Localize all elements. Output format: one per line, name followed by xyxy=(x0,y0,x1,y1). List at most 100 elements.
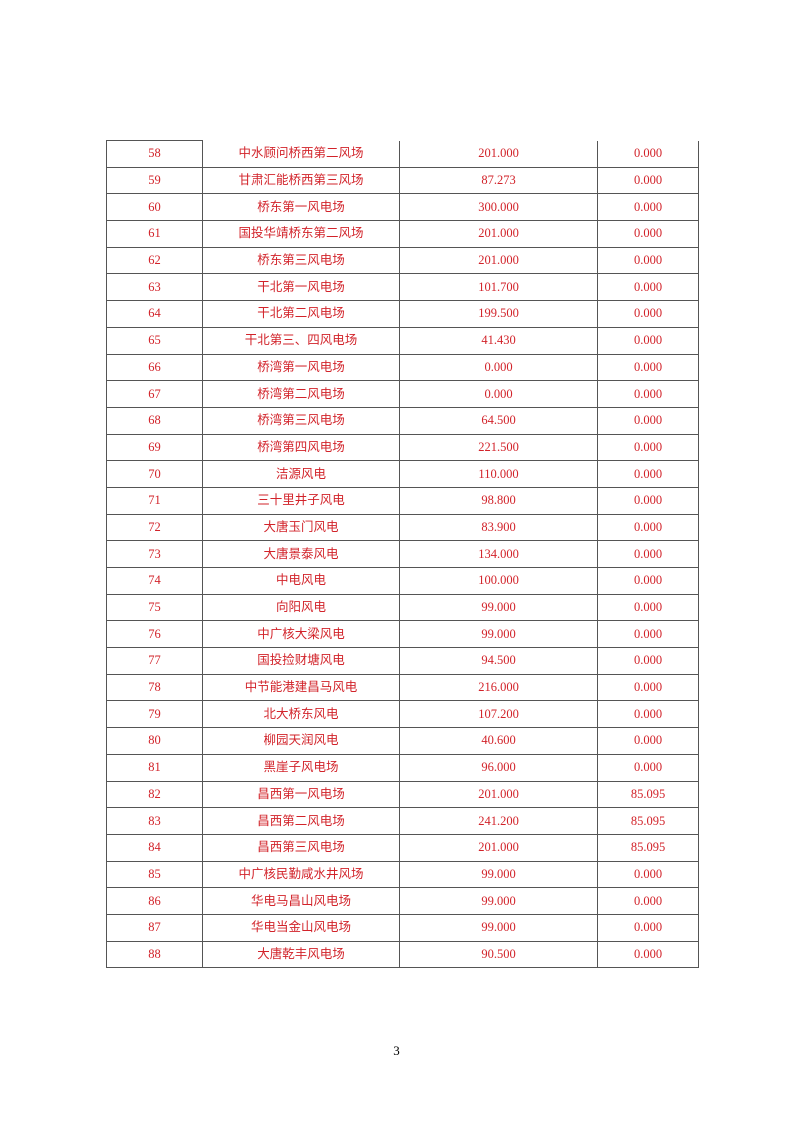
row-index: 87 xyxy=(106,913,203,942)
value-2: 0.000 xyxy=(597,567,699,595)
row-index: 86 xyxy=(106,887,203,915)
value-1: 83.900 xyxy=(399,513,598,542)
wind-farm-name: 大唐景泰风电 xyxy=(202,540,400,568)
row-index: 69 xyxy=(106,433,203,462)
table-row: 68 桥湾第三风电场 64.500 0.000 xyxy=(106,406,699,435)
row-index: 74 xyxy=(106,567,203,595)
row-index: 58 xyxy=(106,140,203,168)
table-row: 66 桥湾第一风电场 0.000 0.000 xyxy=(106,353,699,382)
wind-farm-name: 桥湾第二风电场 xyxy=(202,380,400,408)
row-index: 60 xyxy=(106,193,203,222)
table-row: 80 柳园天润风电 40.600 0.000 xyxy=(106,727,699,755)
row-index: 73 xyxy=(106,540,203,568)
table-row: 82 昌西第一风电场 201.000 85.095 xyxy=(106,780,699,809)
value-2: 0.000 xyxy=(597,406,699,435)
table-row: 72 大唐玉门风电 83.900 0.000 xyxy=(106,513,699,542)
wind-farm-name: 中节能港建昌马风电 xyxy=(202,673,400,702)
wind-farm-name: 昌西第三风电场 xyxy=(202,833,400,862)
value-2: 85.095 xyxy=(597,780,699,809)
wind-farm-name: 大唐乾丰风电场 xyxy=(202,940,400,969)
value-2: 0.000 xyxy=(597,753,699,782)
table-row: 60 桥东第一风电场 300.000 0.000 xyxy=(106,193,699,222)
value-1: 241.200 xyxy=(399,807,598,835)
value-1: 0.000 xyxy=(399,353,598,382)
row-index: 83 xyxy=(106,807,203,835)
table-row: 75 向阳风电 99.000 0.000 xyxy=(106,593,699,622)
row-index: 75 xyxy=(106,593,203,622)
wind-farm-name: 向阳风电 xyxy=(202,593,400,622)
row-index: 85 xyxy=(106,860,203,889)
row-index: 78 xyxy=(106,673,203,702)
value-2: 0.000 xyxy=(597,353,699,382)
wind-farm-name: 中电风电 xyxy=(202,567,400,595)
value-1: 201.000 xyxy=(399,140,598,168)
value-2: 0.000 xyxy=(597,193,699,222)
table-row: 69 桥湾第四风电场 221.500 0.000 xyxy=(106,433,699,462)
value-2: 0.000 xyxy=(597,246,699,275)
table-row: 71 三十里井子风电 98.800 0.000 xyxy=(106,486,699,515)
value-2: 0.000 xyxy=(597,140,699,168)
value-1: 300.000 xyxy=(399,193,598,222)
wind-farm-name: 北大桥东风电 xyxy=(202,700,400,729)
row-index: 67 xyxy=(106,380,203,408)
row-index: 59 xyxy=(106,166,203,195)
row-index: 62 xyxy=(106,246,203,275)
value-1: 101.700 xyxy=(399,273,598,302)
value-2: 0.000 xyxy=(597,887,699,915)
value-2: 0.000 xyxy=(597,540,699,568)
value-1: 0.000 xyxy=(399,380,598,408)
wind-farm-name: 桥湾第四风电场 xyxy=(202,433,400,462)
value-2: 0.000 xyxy=(597,620,699,649)
wind-farm-name: 桥东第三风电场 xyxy=(202,246,400,275)
value-2: 0.000 xyxy=(597,433,699,462)
value-1: 99.000 xyxy=(399,620,598,649)
wind-farm-name: 国投华靖桥东第二风场 xyxy=(202,220,400,248)
wind-farm-name: 华电当金山风电场 xyxy=(202,913,400,942)
wind-farm-name: 中广核大梁风电 xyxy=(202,620,400,649)
value-1: 98.800 xyxy=(399,486,598,515)
table-row: 87 华电当金山风电场 99.000 0.000 xyxy=(106,913,699,942)
table-body: 58 中水顾问桥西第二风场 201.000 0.000 59 甘肃汇能桥西第三风场 87.2… xyxy=(106,140,699,969)
table-row: 67 桥湾第二风电场 0.000 0.000 xyxy=(106,380,699,408)
wind-farm-name: 黑崖子风电场 xyxy=(202,753,400,782)
row-index: 70 xyxy=(106,460,203,488)
wind-farm-name: 洁源风电 xyxy=(202,460,400,488)
value-2: 0.000 xyxy=(597,727,699,755)
row-index: 68 xyxy=(106,406,203,435)
value-2: 0.000 xyxy=(597,460,699,488)
wind-farm-name: 干北第二风电场 xyxy=(202,300,400,328)
wind-farm-name: 昌西第二风电场 xyxy=(202,807,400,835)
value-2: 0.000 xyxy=(597,647,699,675)
row-index: 72 xyxy=(106,513,203,542)
value-1: 94.500 xyxy=(399,647,598,675)
row-index: 65 xyxy=(106,326,203,355)
value-2: 0.000 xyxy=(597,380,699,408)
table-row: 63 干北第一风电场 101.700 0.000 xyxy=(106,273,699,302)
value-2: 0.000 xyxy=(597,486,699,515)
value-1: 221.500 xyxy=(399,433,598,462)
table-row: 59 甘肃汇能桥西第三风场 87.273 0.000 xyxy=(106,166,699,195)
table-row: 65 干北第三、四风电场 41.430 0.000 xyxy=(106,326,699,355)
value-1: 87.273 xyxy=(399,166,598,195)
page-number: 3 xyxy=(393,1043,400,1058)
value-1: 201.000 xyxy=(399,246,598,275)
value-2: 0.000 xyxy=(597,166,699,195)
table-row: 58 中水顾问桥西第二风场 201.000 0.000 xyxy=(106,140,699,168)
value-2: 0.000 xyxy=(597,300,699,328)
value-1: 64.500 xyxy=(399,406,598,435)
row-index: 84 xyxy=(106,833,203,862)
wind-farm-name: 桥湾第一风电场 xyxy=(202,353,400,382)
value-2: 0.000 xyxy=(597,513,699,542)
table-row: 84 昌西第三风电场 201.000 85.095 xyxy=(106,833,699,862)
table-row: 78 中节能港建昌马风电 216.000 0.000 xyxy=(106,673,699,702)
value-1: 99.000 xyxy=(399,593,598,622)
value-2: 0.000 xyxy=(597,940,699,969)
row-index: 88 xyxy=(106,940,203,969)
row-index: 81 xyxy=(106,753,203,782)
value-1: 110.000 xyxy=(399,460,598,488)
wind-farm-name: 大唐玉门风电 xyxy=(202,513,400,542)
row-index: 79 xyxy=(106,700,203,729)
table-row: 83 昌西第二风电场 241.200 85.095 xyxy=(106,807,699,835)
value-1: 100.000 xyxy=(399,567,598,595)
wind-farm-name: 国投捡财塘风电 xyxy=(202,647,400,675)
